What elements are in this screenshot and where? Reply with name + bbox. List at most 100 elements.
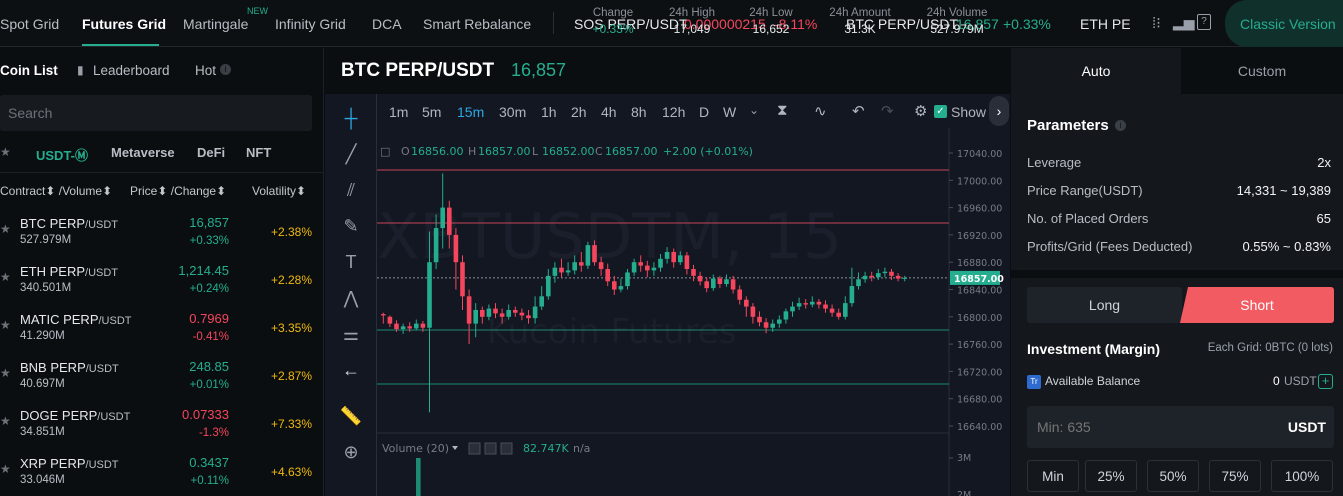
amount-input-box[interactable]: USDT <box>1027 406 1334 448</box>
timeframe-8h[interactable]: 8h <box>631 104 647 120</box>
tab-hot[interactable]: Hot <box>195 63 217 78</box>
ticker-sos-name[interactable]: SOS PERP/USDT <box>574 16 688 32</box>
nav-infinity-grid[interactable]: Infinity Grid <box>275 16 346 32</box>
filter-nft[interactable]: NFT <box>246 145 272 160</box>
brush-icon[interactable]: ✎ <box>343 216 359 236</box>
filter-metaverse[interactable]: Metaverse <box>111 145 175 160</box>
fib-tool-icon[interactable]: ⫽ <box>346 180 356 200</box>
nav-spot-grid[interactable]: Spot Grid <box>0 16 60 32</box>
percent-min-button[interactable]: Min <box>1027 460 1079 492</box>
favorite-star-icon[interactable]: ★ <box>0 270 11 284</box>
crosshair-icon[interactable]: ┼ <box>344 108 358 128</box>
stat-24h-low-value: 16,652 <box>752 22 790 36</box>
short-button[interactable]: Short <box>1180 287 1334 323</box>
settings-icon[interactable]: ⚙ <box>914 103 928 120</box>
timeframe-dropdown-icon[interactable]: ⌄ <box>749 103 760 117</box>
timeframe-12h[interactable]: 12h <box>662 104 686 120</box>
chart-stats-icon[interactable]: ▂▅ <box>1173 14 1195 30</box>
timeframe-1m[interactable]: 1m <box>389 104 409 120</box>
favorites-star-icon[interactable]: ★ <box>0 145 11 159</box>
tab-leaderboard[interactable]: Leaderboard <box>93 63 170 78</box>
search-box[interactable] <box>0 95 312 131</box>
volume-dropdown-icon[interactable] <box>452 446 458 450</box>
close-icon[interactable] <box>500 442 513 455</box>
coin-row[interactable]: ★ MATIC PERP/USDT 41.290M 0.7969 -0.41% +3.35… <box>0 304 324 352</box>
timeframe-15m[interactable]: 15m <box>457 104 485 120</box>
favorite-star-icon[interactable]: ★ <box>0 222 11 236</box>
coin-pair: DOGE PERP/USDT <box>20 408 131 423</box>
favorite-star-icon[interactable]: ★ <box>0 462 11 476</box>
indicator-icon[interactable]: ∿ <box>814 103 827 120</box>
percent-75-button[interactable]: 75% <box>1209 460 1261 492</box>
add-funds-icon[interactable]: + <box>1318 374 1333 389</box>
eye-icon[interactable] <box>468 442 481 455</box>
coin-row[interactable]: ★ XRP PERP/USDT 33.046M 0.3437 +0.11% +4.63% <box>0 448 324 496</box>
percent-50-button[interactable]: 50% <box>1147 460 1199 492</box>
ticker-btc-name[interactable]: BTC PERP/USDT <box>846 16 959 32</box>
favorite-star-icon[interactable]: ★ <box>0 414 11 428</box>
candle-body <box>724 279 729 285</box>
header-price-change[interactable]: Price⬍ /Change⬍ <box>130 184 227 198</box>
header-contract-volume[interactable]: Contract⬍ /Volume⬍ <box>0 184 113 198</box>
ruler-icon[interactable]: 📏 <box>339 406 363 426</box>
nav-futures-grid[interactable]: Futures Grid <box>82 16 167 32</box>
param-orders-label: No. of Placed Orders <box>1027 211 1149 226</box>
text-tool-icon[interactable]: T <box>345 252 357 272</box>
timeframe-30m[interactable]: 30m <box>499 104 527 120</box>
header-volatility[interactable]: Volatility⬍ <box>252 184 307 198</box>
nav-dca[interactable]: DCA <box>372 16 402 32</box>
timeframe-d[interactable]: D <box>699 104 710 120</box>
tab-custom[interactable]: Custom <box>1181 48 1343 94</box>
coin-volume: 33.046M <box>20 474 65 486</box>
favorite-star-icon[interactable]: ★ <box>0 318 11 332</box>
timeframe-2h[interactable]: 2h <box>571 104 587 120</box>
trendline-icon[interactable]: ╱ <box>345 144 357 164</box>
pattern-icon[interactable]: ⋀ <box>343 288 359 308</box>
timeframe-5m[interactable]: 5m <box>422 104 442 120</box>
filter-defi[interactable]: DeFi <box>197 145 226 160</box>
search-input[interactable] <box>0 95 312 131</box>
candlestick-chart[interactable]: XBTUSDTM, 15 Kucoin Futures 17040.00 17000.… <box>377 128 1010 496</box>
long-position-icon[interactable]: ⚌ <box>342 324 360 344</box>
ticker-sos-price: 0.000000215 <box>684 16 766 32</box>
coin-row[interactable]: ★ ETH PERP/USDT 340.501M 1,214.45 +0.24% +2.2… <box>0 256 324 304</box>
zoom-in-icon[interactable]: ⊕ <box>343 442 359 462</box>
coin-row[interactable]: ★ DOGE PERP/USDT 34.851M 0.07333 -1.3% +7.33% <box>0 400 324 448</box>
tradingview-chart[interactable] <box>325 94 1010 496</box>
amount-input[interactable] <box>1027 406 1267 448</box>
candle-body <box>506 309 511 317</box>
candle-type-icon[interactable]: ⧗ <box>777 102 788 119</box>
timeframe-w[interactable]: W <box>723 104 737 120</box>
coin-row[interactable]: ★ BTC PERP/USDT 527.979M 16,857 +0.33% +2.38% <box>0 208 324 256</box>
long-button[interactable]: Long <box>1027 287 1182 323</box>
price-axis-label: 16880.00 <box>957 258 1002 269</box>
help-icon[interactable]: ? <box>1197 14 1211 30</box>
filter-usdt-m[interactable]: USDT-Ⓜ <box>36 148 89 163</box>
favorite-star-icon[interactable]: ★ <box>0 366 11 380</box>
arrow-back-icon[interactable]: ← <box>342 360 360 380</box>
undo-icon[interactable]: ↶ <box>852 103 865 120</box>
percent-25-button[interactable]: 25% <box>1085 460 1137 492</box>
available-balance-unit: USDT <box>1284 374 1317 388</box>
ticker-eth-name[interactable]: ETH PE <box>1080 16 1131 32</box>
stat-24h-high: 24h High 17,049 <box>665 7 719 36</box>
ohlc-l-value: 16852.00 <box>542 145 595 158</box>
coin-row[interactable]: ★ BNB PERP/USDT 40.697M 248.85 +0.01% +2.87% <box>0 352 324 400</box>
tab-auto[interactable]: Auto <box>1011 48 1181 94</box>
coin-change: +0.11% <box>190 475 229 487</box>
tab-coin-list[interactable]: Coin List <box>0 63 58 78</box>
coin-change: +0.33% <box>189 235 229 247</box>
percent-100-button[interactable]: 100% <box>1271 460 1333 492</box>
show-checkbox[interactable]: ✓ <box>934 105 947 118</box>
timeframe-4h[interactable]: 4h <box>601 104 617 120</box>
redo-icon[interactable]: ↷ <box>881 103 894 120</box>
classic-version-button[interactable]: Classic Version <box>1225 0 1343 47</box>
coin-price: 16,857 <box>189 215 229 230</box>
stat-24h-amount-value: 31.3K <box>844 22 876 36</box>
nav-martingale[interactable]: Martingale <box>183 16 249 32</box>
timeframe-1h[interactable]: 1h <box>541 104 557 120</box>
candle-body <box>796 303 802 307</box>
chevron-right-icon[interactable]: › <box>989 96 1009 126</box>
settings-icon[interactable] <box>484 442 497 455</box>
nav-smart-rebalance[interactable]: Smart Rebalance <box>423 16 532 32</box>
